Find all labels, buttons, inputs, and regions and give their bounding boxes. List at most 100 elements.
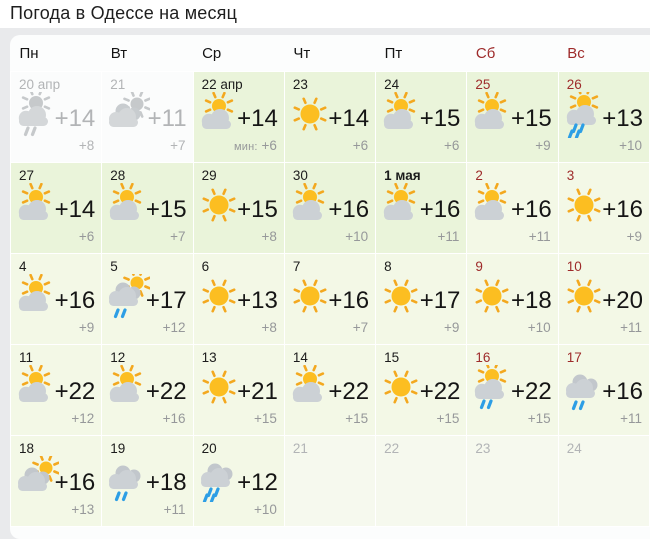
weekday-label: Чт	[293, 44, 311, 62]
calendar-body: 20 апр +14 +8 21 +11 +7 22 апр +14 мин: +6 23 +14 +…	[10, 71, 650, 527]
temp-max: +14	[54, 105, 96, 132]
page-title: Погода в Одессе на месяц	[10, 3, 238, 23]
temp-max: +16	[328, 196, 370, 223]
temp-min: +8	[78, 138, 95, 153]
day-cell[interactable]: 27 +14 +6	[10, 162, 103, 254]
temp-min: +11	[528, 229, 551, 244]
day-cell[interactable]: 11 +22 +12	[10, 344, 103, 436]
day-date: 1 мая	[384, 168, 421, 183]
day-date: 15	[384, 350, 400, 365]
sun-cloud-icon	[104, 364, 150, 411]
day-date: 28	[110, 168, 126, 183]
temp-max: +14	[54, 196, 96, 223]
temp-min: +8	[261, 320, 277, 335]
temp-max: +17	[145, 287, 187, 314]
day-date: 14	[292, 350, 308, 365]
temp-min: +9	[78, 320, 95, 335]
sun-icon	[287, 92, 333, 138]
week-row: 20 апр +14 +8 21 +11 +7 22 апр +14 мин: +6 23 +14 +…	[10, 71, 650, 163]
day-cell[interactable]: 19 +18 +11	[101, 435, 194, 527]
day-date: 4	[19, 259, 27, 274]
min-label: мин:	[234, 141, 258, 153]
temp-min: +11	[437, 229, 460, 244]
weekday-label: Пн	[19, 44, 39, 62]
clouds-rain4-icon	[196, 456, 242, 504]
sun-cloud-rain2-icon	[469, 361, 515, 411]
day-cell[interactable]: 28 +15 +7	[101, 162, 194, 254]
day-date: 24	[566, 441, 582, 456]
temp-min: +13	[71, 502, 95, 517]
day-cell[interactable]: 25 +15 +9	[466, 71, 559, 163]
sun-icon	[378, 365, 424, 411]
day-date: 12	[110, 350, 126, 365]
sun-cloud-icon	[13, 364, 59, 411]
temp-max: +13	[602, 105, 643, 132]
day-cell[interactable]: 2 +16 +11	[466, 162, 559, 254]
day-cell[interactable]: 7 +16 +7	[283, 253, 377, 345]
day-cell[interactable]: 15 +22 +15	[375, 344, 468, 436]
weekday-header: Сб	[467, 35, 558, 72]
day-cell: 21	[283, 435, 377, 527]
day-cell[interactable]: 3 +16 +9	[557, 162, 650, 254]
day-cell[interactable]: 30 +16 +10	[283, 162, 377, 254]
temp-max: +16	[602, 196, 643, 223]
day-cell[interactable]: 1 мая +16 +11	[375, 162, 468, 254]
sun-cloud-rain4-icon	[561, 87, 607, 140]
sun-icon	[196, 183, 242, 229]
day-cell[interactable]: 10 +20 +11	[557, 253, 650, 345]
day-date: 13	[201, 350, 217, 365]
day-cell[interactable]: 8 +17 +9	[375, 253, 468, 345]
day-cell[interactable]: 26 +13 +10	[557, 71, 650, 163]
day-date: 24	[384, 77, 400, 92]
weekday-header-row: Пн Вт Ср Чт Пт Сб Вс	[11, 35, 650, 72]
week-row: 11 +22 +12 12 +22 +16 13 +21 +15 14 +22 +15 15 +22 +15…	[10, 344, 650, 436]
temp-min: +8	[261, 229, 277, 244]
temp-max: +18	[510, 287, 552, 314]
day-cell[interactable]: 20 +12 +10	[192, 435, 285, 527]
day-cell[interactable]: 12 +22 +16	[101, 344, 194, 436]
sun-cloud-icon	[13, 182, 59, 229]
temp-max: +11	[147, 105, 187, 132]
day-date: 23	[292, 77, 308, 92]
temp-max: +14	[237, 105, 278, 132]
day-date: 27	[19, 168, 35, 183]
day-cell[interactable]: 17 +16 +11	[557, 344, 650, 436]
day-date: 18	[19, 441, 35, 456]
day-cell[interactable]: 16 +22 +15	[466, 344, 559, 436]
temp-min: +10	[253, 502, 277, 517]
temp-min: мин: +6	[234, 138, 277, 153]
temp-min: +9	[626, 229, 642, 244]
temp-max: +15	[419, 105, 461, 132]
day-date: 2	[475, 168, 483, 183]
temp-min: +15	[527, 411, 551, 426]
weekday-header: Вт	[102, 35, 193, 72]
day-date: 21	[292, 441, 308, 456]
day-cell[interactable]: 23 +14 +6	[283, 71, 377, 163]
day-cell[interactable]: 4 +16 +9	[10, 253, 103, 345]
day-date: 17	[566, 350, 582, 365]
day-date: 23	[475, 441, 491, 456]
day-cell[interactable]: 6 +13 +8	[192, 253, 285, 345]
day-cell[interactable]: 9 +18 +10	[466, 253, 559, 345]
weekday-header: Чт	[284, 35, 375, 72]
sun-icon	[196, 365, 242, 411]
day-cell[interactable]: 13 +21 +15	[192, 344, 285, 436]
day-cell[interactable]: 18 +16 +13	[10, 435, 103, 527]
day-date: 22 апр	[201, 77, 243, 92]
week-row: 4 +16 +9 5 +17 +12 6 +13 +8 7 +16 +7 8 +17 +9 9 +18 +10 10…	[10, 253, 650, 345]
temp-min: +11	[620, 411, 642, 426]
day-cell: 23	[466, 435, 559, 527]
day-cell[interactable]: 14 +22 +15	[283, 344, 377, 436]
temp-max: +14	[328, 105, 370, 132]
day-cell[interactable]: 5 +17 +12	[101, 253, 194, 345]
day-cell[interactable]: 24 +15 +6	[375, 71, 468, 163]
day-cell[interactable]: 29 +15 +8	[192, 162, 285, 254]
temp-max: +17	[419, 287, 461, 314]
day-cell: 22	[375, 435, 468, 527]
sun-cloud-icon	[378, 91, 424, 138]
day-cell[interactable]: 22 апр +14 мин: +6	[192, 71, 285, 163]
day-date: 20 апр	[19, 77, 61, 92]
temp-max: +16	[419, 196, 461, 223]
temp-max: +21	[237, 378, 278, 405]
day-date: 9	[475, 259, 483, 274]
